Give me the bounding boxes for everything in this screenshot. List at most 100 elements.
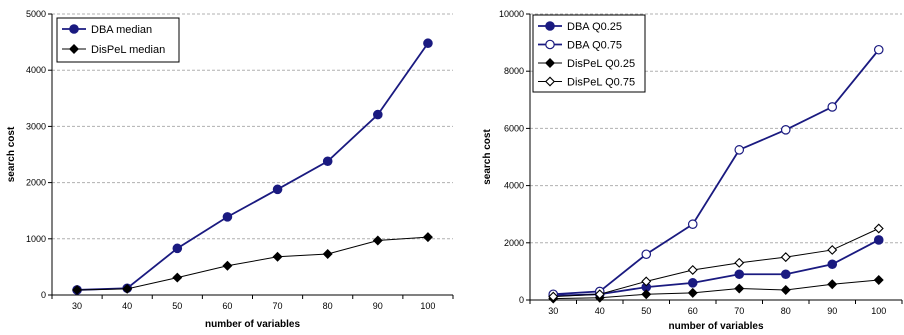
legend: DBA Q0.25 DBA Q0.75 DisPeL Q0.25 DisPeL Q0.… bbox=[532, 14, 646, 93]
data-point bbox=[873, 223, 884, 234]
data-point bbox=[827, 259, 838, 270]
y-axis-title: search cost bbox=[6, 126, 17, 182]
data-point bbox=[687, 219, 698, 230]
y-tick-label: 3000 bbox=[26, 121, 46, 131]
data-point bbox=[873, 235, 884, 245]
legend-label: DBA Q0.25 bbox=[567, 21, 622, 33]
data-point bbox=[641, 289, 652, 300]
series-dba-q0-25 bbox=[548, 235, 884, 301]
series-line bbox=[553, 279, 879, 300]
legend-swatch-marker bbox=[69, 24, 79, 34]
data-point bbox=[780, 125, 791, 135]
data-point bbox=[780, 269, 791, 280]
data-point bbox=[322, 248, 333, 259]
data-point bbox=[641, 276, 652, 287]
data-point bbox=[734, 145, 745, 155]
data-point bbox=[72, 284, 83, 295]
data-point bbox=[780, 252, 791, 263]
data-point bbox=[827, 244, 838, 255]
legend-swatch-marker bbox=[545, 39, 555, 50]
series-dba-q0-75 bbox=[548, 44, 884, 300]
x-tick-label: 30 bbox=[548, 306, 558, 316]
y-tick-label: 8000 bbox=[504, 66, 524, 76]
x-tick-label: 80 bbox=[323, 301, 333, 311]
series-line bbox=[77, 236, 428, 291]
x-tick-label: 50 bbox=[172, 301, 182, 311]
chart-left: 0 1000 2000 3000 4000 5000 30 40 50 60 70 80 90 100 nu… bbox=[6, 9, 454, 330]
data-point bbox=[827, 279, 838, 290]
y-tick-label: 0 bbox=[519, 295, 524, 305]
x-tick-label: 40 bbox=[122, 301, 132, 311]
y-tick-label: 5000 bbox=[26, 9, 46, 19]
data-point bbox=[222, 212, 233, 222]
series-dba-median bbox=[72, 38, 433, 295]
legend-swatch-marker bbox=[69, 44, 79, 54]
legend: DBA median DisPeL median bbox=[56, 17, 180, 63]
legend-swatch-marker bbox=[545, 58, 555, 68]
series-dispel-q0-75 bbox=[548, 223, 884, 302]
data-point bbox=[422, 232, 433, 243]
y-tick-label: 0 bbox=[41, 290, 46, 300]
data-point bbox=[322, 156, 333, 167]
x-tick-label: 80 bbox=[781, 306, 791, 316]
data-point bbox=[734, 283, 745, 294]
series-dispel-median bbox=[72, 232, 433, 295]
x-axis-title: number of variables bbox=[668, 321, 763, 332]
series-line bbox=[553, 49, 880, 296]
x-tick-label: 70 bbox=[273, 301, 283, 311]
data-point bbox=[373, 109, 383, 120]
series-dispel-q0-25 bbox=[548, 275, 884, 304]
data-point bbox=[548, 291, 559, 302]
series-line bbox=[553, 239, 880, 297]
y-tick-label: 4000 bbox=[26, 65, 46, 75]
data-point bbox=[172, 272, 183, 283]
x-tick-label: 100 bbox=[420, 301, 435, 311]
data-point bbox=[687, 287, 698, 298]
y-tick-label: 6000 bbox=[504, 123, 524, 133]
data-point bbox=[687, 264, 698, 275]
data-point bbox=[122, 283, 133, 294]
data-point bbox=[873, 275, 884, 285]
data-point bbox=[372, 235, 383, 246]
x-tick-label: 90 bbox=[373, 301, 383, 311]
legend-label: DBA Q0.75 bbox=[567, 40, 622, 52]
data-point bbox=[172, 243, 183, 254]
x-tick-label: 70 bbox=[734, 306, 744, 316]
data-point bbox=[873, 44, 884, 55]
data-point bbox=[272, 184, 283, 195]
legend-label: DBA median bbox=[91, 24, 152, 36]
y-tick-label: 1000 bbox=[26, 234, 46, 244]
legend-label: DisPeL median bbox=[91, 44, 165, 56]
data-point bbox=[734, 269, 745, 280]
chart-right: 0 2000 4000 6000 8000 10000 30 40 50 60 70 80 90 100 n… bbox=[482, 9, 903, 332]
x-tick-label: 40 bbox=[595, 306, 605, 316]
data-point bbox=[687, 278, 698, 288]
data-point bbox=[734, 257, 745, 268]
data-point bbox=[222, 260, 233, 271]
x-tick-label: 50 bbox=[641, 306, 651, 316]
x-tick-label: 60 bbox=[688, 306, 698, 316]
y-tick-label: 10000 bbox=[499, 9, 524, 19]
x-tick-label: 30 bbox=[72, 301, 82, 311]
x-tick-label: 60 bbox=[222, 301, 232, 311]
x-tick-label: 100 bbox=[871, 306, 886, 316]
x-axis-title: number of variables bbox=[205, 319, 300, 330]
data-point bbox=[827, 102, 838, 112]
x-tick-label: 90 bbox=[827, 306, 837, 316]
data-point bbox=[780, 285, 791, 295]
data-point bbox=[423, 38, 433, 49]
y-tick-label: 2000 bbox=[504, 238, 524, 248]
legend-swatch-marker bbox=[545, 21, 555, 31]
series-line bbox=[77, 42, 429, 291]
y-tick-label: 2000 bbox=[26, 178, 46, 188]
legend-box bbox=[56, 17, 180, 63]
legend-label: DisPeL Q0.25 bbox=[567, 58, 635, 70]
data-point bbox=[641, 249, 652, 260]
data-point bbox=[272, 251, 283, 262]
legend-label: DisPeL Q0.75 bbox=[567, 77, 635, 89]
series-line bbox=[553, 228, 879, 298]
data-point bbox=[594, 289, 605, 300]
legend-swatch-marker bbox=[545, 76, 555, 87]
y-tick-label: 4000 bbox=[504, 181, 524, 191]
